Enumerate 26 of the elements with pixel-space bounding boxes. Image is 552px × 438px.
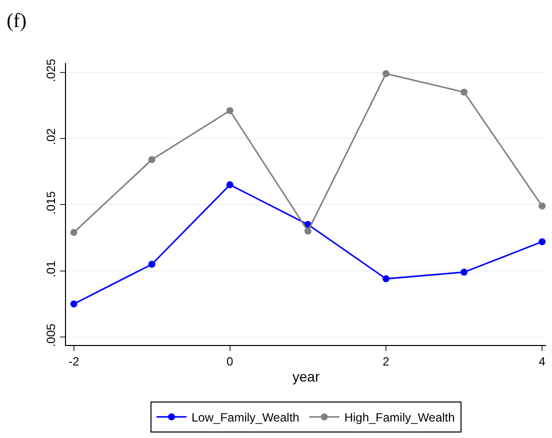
x-axis-title: year	[292, 368, 320, 385]
point	[538, 238, 546, 246]
point	[70, 228, 78, 236]
point	[148, 156, 156, 164]
point	[538, 202, 546, 210]
y-tick-label: .02	[44, 128, 58, 146]
x-tick-label: 4	[538, 354, 546, 368]
x-tick-label: 2	[382, 354, 390, 368]
point	[382, 275, 390, 282]
point	[460, 268, 468, 276]
point	[382, 70, 390, 78]
legend-label: Low_Family_Wealth	[192, 410, 300, 425]
y-tick-label: .01	[44, 260, 58, 278]
point	[226, 107, 234, 114]
y-tick-label: .015	[44, 190, 58, 215]
point	[304, 228, 312, 235]
point	[460, 88, 468, 96]
y-tick-label: .025	[44, 58, 58, 82]
x-tick-label: -2	[68, 354, 80, 368]
legend-label: High_Family_Wealth	[344, 410, 455, 425]
point	[148, 260, 156, 268]
chart-title: (f)	[6, 10, 27, 32]
x-tick-label: 0	[226, 354, 234, 368]
point	[226, 181, 234, 188]
point	[70, 300, 78, 308]
y-tick-label: .005	[44, 323, 58, 347]
